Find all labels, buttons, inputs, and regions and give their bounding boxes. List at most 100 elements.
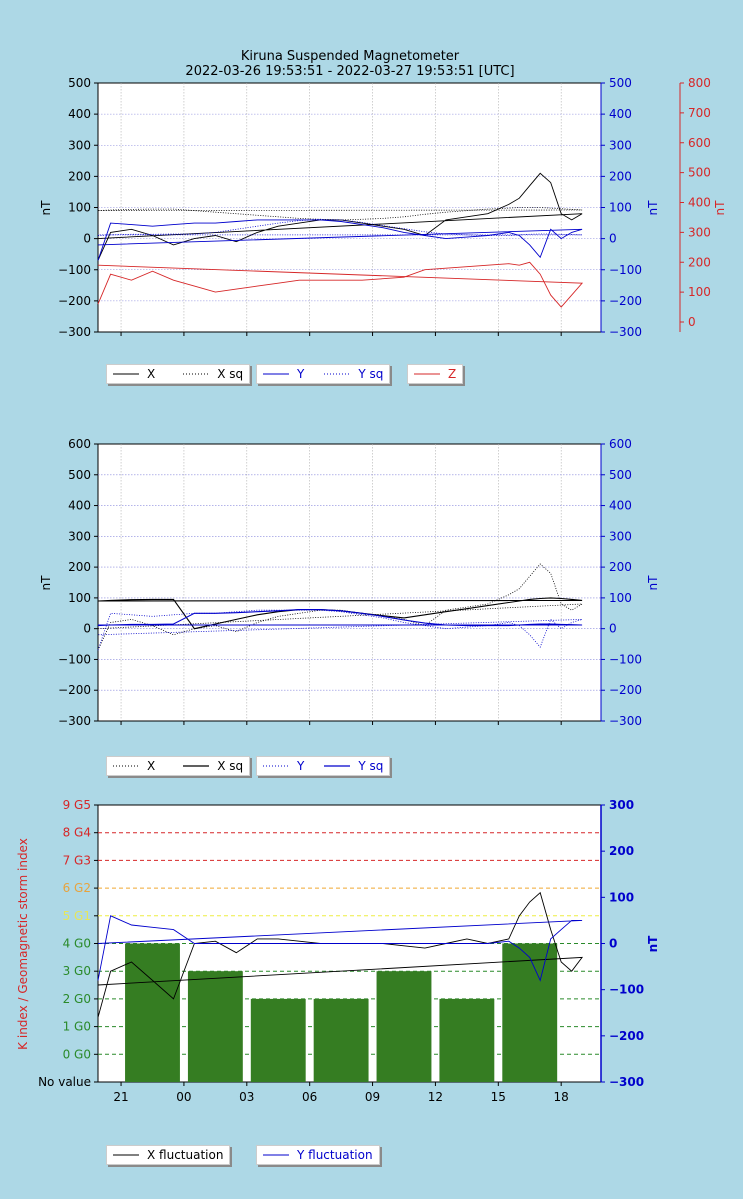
legend-y-sq: Y sq	[324, 759, 383, 773]
series-line-y-sq	[97, 218, 583, 236]
k-bar	[376, 971, 432, 1082]
legend-x-sq: X sq	[183, 367, 243, 381]
legend-label: X sq	[217, 367, 244, 381]
y2-tick-label: −200	[609, 683, 642, 697]
panel1-series	[97, 172, 584, 308]
panel2-series	[97, 563, 583, 651]
y-tick-label: −300	[58, 325, 91, 339]
panel2-grid	[98, 444, 601, 721]
panel2-legend: X X sq	[106, 756, 251, 776]
series-line-y	[97, 219, 583, 261]
panel1-ylabel-right-y: nT	[646, 200, 660, 216]
y-tick-label: 500	[68, 76, 91, 90]
panel1-ylabel-left: nT	[39, 200, 53, 216]
z-tick-label: 800	[688, 76, 711, 90]
x-tick-label: 03	[239, 1090, 254, 1104]
y2-tick-label: 300	[609, 529, 632, 543]
k-tick-label: 7 G3	[63, 853, 91, 867]
y2-tick-label: 600	[609, 437, 632, 451]
legend-x: X	[113, 367, 155, 381]
y2-tick-label: −100	[609, 652, 642, 666]
panel3-ylabel-right: nT	[646, 935, 660, 953]
y-tick-label: −200	[58, 294, 91, 308]
k-tick-label: 4 G0	[63, 937, 91, 951]
series-line-y	[97, 609, 583, 651]
legend-label: Y sq	[358, 367, 384, 381]
k-tick-label: 1 G0	[63, 1020, 91, 1034]
y2-tick-label: 200	[609, 844, 634, 858]
series-line-y-fluctuation	[97, 915, 583, 982]
y-tick-label: 500	[68, 468, 91, 482]
y2-tick-label: 100	[609, 201, 632, 215]
legend-label: Y sq	[358, 759, 384, 773]
y2-tick-label: 500	[609, 468, 632, 482]
y2-tick-label: −300	[609, 1075, 644, 1089]
panel3-k-bars	[125, 943, 558, 1082]
series-line-x-sq	[97, 207, 583, 221]
y2-tick-label: 0	[609, 937, 617, 951]
y2-tick-label: −100	[609, 983, 644, 997]
legend-label: Y	[297, 367, 305, 381]
k-bar	[439, 998, 495, 1082]
y2-tick-label: −300	[609, 714, 642, 728]
y-tick-label: 0	[83, 622, 91, 636]
x-tick-label: 18	[554, 1090, 569, 1104]
legend-y-sq: Y sq	[324, 367, 383, 381]
y2-tick-label: 200	[609, 560, 632, 574]
k-bar	[250, 998, 306, 1082]
z-tick-label: 200	[688, 255, 711, 269]
y-tick-label: 0	[83, 232, 91, 246]
z-tick-label: 0	[688, 315, 696, 329]
y2-tick-label: −300	[609, 325, 642, 339]
z-tick-label: 700	[688, 106, 711, 120]
z-tick-label: 100	[688, 285, 711, 299]
legend-label: Y fluctuation	[297, 1148, 373, 1162]
y2-tick-label: −200	[609, 294, 642, 308]
panel2-ylabel-right: nT	[646, 575, 660, 591]
series-line-x	[97, 172, 583, 261]
legend-x-fluctuation: X fluctuation	[113, 1148, 223, 1162]
y2-tick-label: 0	[609, 622, 617, 636]
legend-x-sq: X sq	[183, 759, 243, 773]
y2-tick-label: 400	[609, 499, 632, 513]
y-tick-label: 400	[68, 107, 91, 121]
y-tick-label: −100	[58, 263, 91, 277]
legend-y-fluctuation: Y fluctuation	[263, 1148, 373, 1162]
k-tick-label: 5 G1	[63, 909, 91, 923]
z-tick-label: 300	[688, 225, 711, 239]
y-tick-label: 200	[68, 560, 91, 574]
y-tick-label: −200	[58, 683, 91, 697]
legend-label: X fluctuation	[147, 1148, 224, 1162]
legend-label: X	[147, 759, 156, 773]
panel1-grid	[98, 83, 601, 332]
k-bar	[502, 943, 558, 1082]
panel3-ylabel-left: K index / Geomagnetic storm index	[16, 838, 30, 1050]
y2-tick-label: 300	[609, 138, 632, 152]
legend-label: X	[147, 367, 156, 381]
y2-tick-label: 100	[609, 890, 634, 904]
panel3-legend: X fluctuation	[106, 1145, 231, 1165]
x-tick-label: 15	[491, 1090, 506, 1104]
y2-tick-label: 500	[609, 76, 632, 90]
series-line-y-sq	[97, 609, 583, 627]
y-tick-label: 400	[68, 499, 91, 513]
y2-tick-label: 400	[609, 107, 632, 121]
panel2-ylabel-left: nT	[39, 575, 53, 591]
x-tick-label: 06	[302, 1090, 317, 1104]
legend-x: X	[113, 759, 155, 773]
z-tick-label: 500	[688, 166, 711, 180]
panel1-ylabel-right-z: nT	[713, 200, 727, 216]
y-tick-label: 200	[68, 169, 91, 183]
y2-tick-label: 0	[609, 232, 617, 246]
y-tick-label: 100	[68, 591, 91, 605]
legend-label: X sq	[217, 759, 244, 773]
y2-tick-label: 200	[609, 169, 632, 183]
panel1-legend: X X sq	[106, 364, 251, 384]
y-tick-label: −100	[58, 652, 91, 666]
z-tick-label: 400	[688, 196, 711, 210]
x-tick-label: 09	[365, 1090, 380, 1104]
y-tick-label: 300	[68, 138, 91, 152]
z-tick-label: 600	[688, 136, 711, 150]
y2-tick-label: −100	[609, 263, 642, 277]
